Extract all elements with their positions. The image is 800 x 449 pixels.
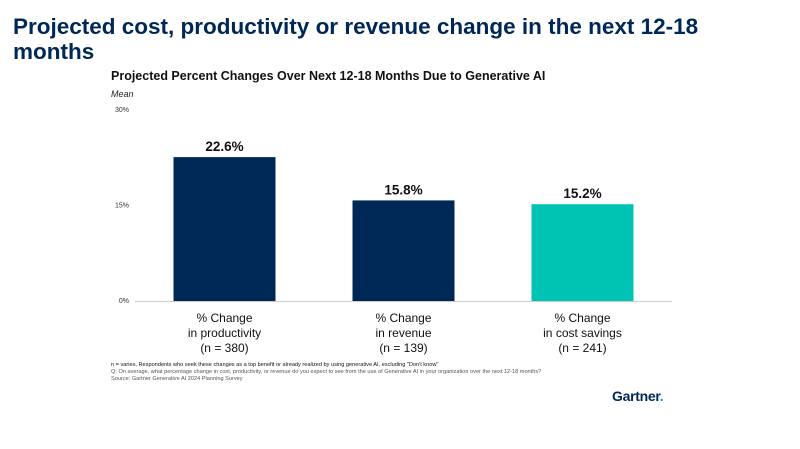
- category-label: (n = 241): [558, 341, 606, 355]
- y-tick-label: 30%: [115, 107, 129, 114]
- y-tick-label: 15%: [115, 203, 129, 210]
- data-label: 22.6%: [205, 139, 243, 154]
- footnote-source: Source: Gartner Generative AI 2024 Plann…: [111, 376, 243, 382]
- bar-series: [173, 157, 634, 301]
- data-labels: 22.6% 15.8% 15.2%: [205, 139, 601, 201]
- gartner-logo: Gartner.: [612, 388, 664, 404]
- category-label: % Change: [554, 311, 610, 325]
- category-label: (n = 380): [200, 341, 248, 355]
- y-axis: 0% 15% 30%: [115, 107, 129, 305]
- slide-title: Projected cost, productivity or revenue …: [13, 14, 699, 64]
- y-tick-label: 0%: [119, 298, 129, 305]
- data-label: 15.2%: [563, 186, 601, 201]
- chart-subtitle: Mean: [111, 89, 134, 99]
- category-label: % Change: [196, 311, 252, 325]
- bar: [352, 200, 455, 301]
- footnotes: n = varies, Respondents who seek these c…: [111, 362, 711, 383]
- chart-title: Projected Percent Changes Over Next 12-1…: [111, 69, 546, 83]
- footnote-sample: n = varies, Respondents who seek these c…: [111, 362, 439, 368]
- bar: [173, 157, 276, 301]
- footnote-question: Q: On average, what percentage change in…: [111, 369, 542, 375]
- category-label: in productivity: [188, 326, 261, 340]
- logo-wordmark: Gartner: [612, 388, 660, 404]
- data-label: 15.8%: [384, 182, 422, 197]
- logo-dot: .: [659, 388, 664, 404]
- category-label: in revenue: [375, 326, 431, 340]
- category-label: % Change: [375, 311, 431, 325]
- category-label: (n = 139): [379, 341, 427, 355]
- bar: [531, 204, 634, 301]
- category-label: in cost savings: [543, 326, 622, 340]
